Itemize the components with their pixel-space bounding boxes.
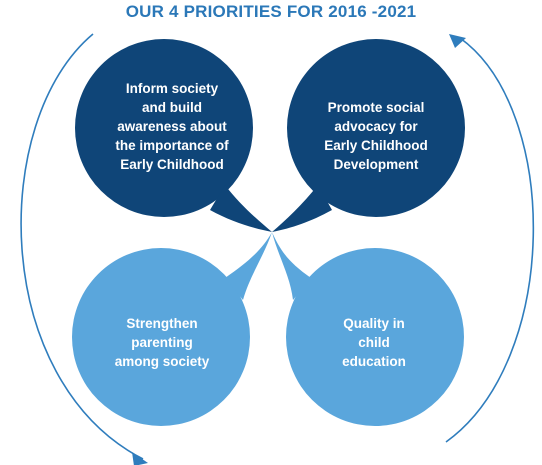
priority-top-left-label: Inform society and build awareness about…: [92, 79, 252, 174]
priority-line: Inform society: [125, 81, 219, 96]
priority-line: child: [358, 335, 390, 350]
petal-top-right: [272, 39, 465, 232]
petal-bottom-left: [72, 232, 272, 426]
priority-line: Promote social: [327, 100, 425, 115]
priority-line: Strengthen: [126, 316, 198, 331]
arrowhead-bottom-icon: [132, 452, 148, 465]
cycle-arrow-left: [20, 33, 144, 460]
priority-line: Early Childhood: [120, 157, 224, 172]
priority-line: parenting: [131, 335, 193, 350]
priority-line: and build: [142, 100, 202, 115]
priority-line: Quality in: [343, 316, 405, 331]
priority-bottom-left-label: Strengthen parenting among society: [82, 314, 242, 371]
priority-line: the importance of: [115, 138, 229, 153]
priority-bottom-right-label: Quality in child education: [294, 314, 454, 371]
petal-bottom-right: [272, 232, 464, 426]
diagram-title: OUR 4 PRIORITIES FOR 2016 -2021: [125, 2, 417, 21]
arrowhead-top-icon: [449, 34, 466, 48]
priority-line: advocacy for: [334, 119, 418, 134]
priority-line: education: [342, 354, 406, 369]
petal-top-left: [75, 39, 272, 232]
priority-top-right-label: Promote social advocacy for Early Childh…: [296, 98, 456, 174]
cycle-arrow-right: [445, 37, 535, 443]
priority-line: awareness about: [117, 119, 227, 134]
priority-line: Early Childhood: [324, 138, 428, 153]
priority-line: among society: [114, 354, 210, 369]
priority-line: Development: [333, 157, 419, 172]
